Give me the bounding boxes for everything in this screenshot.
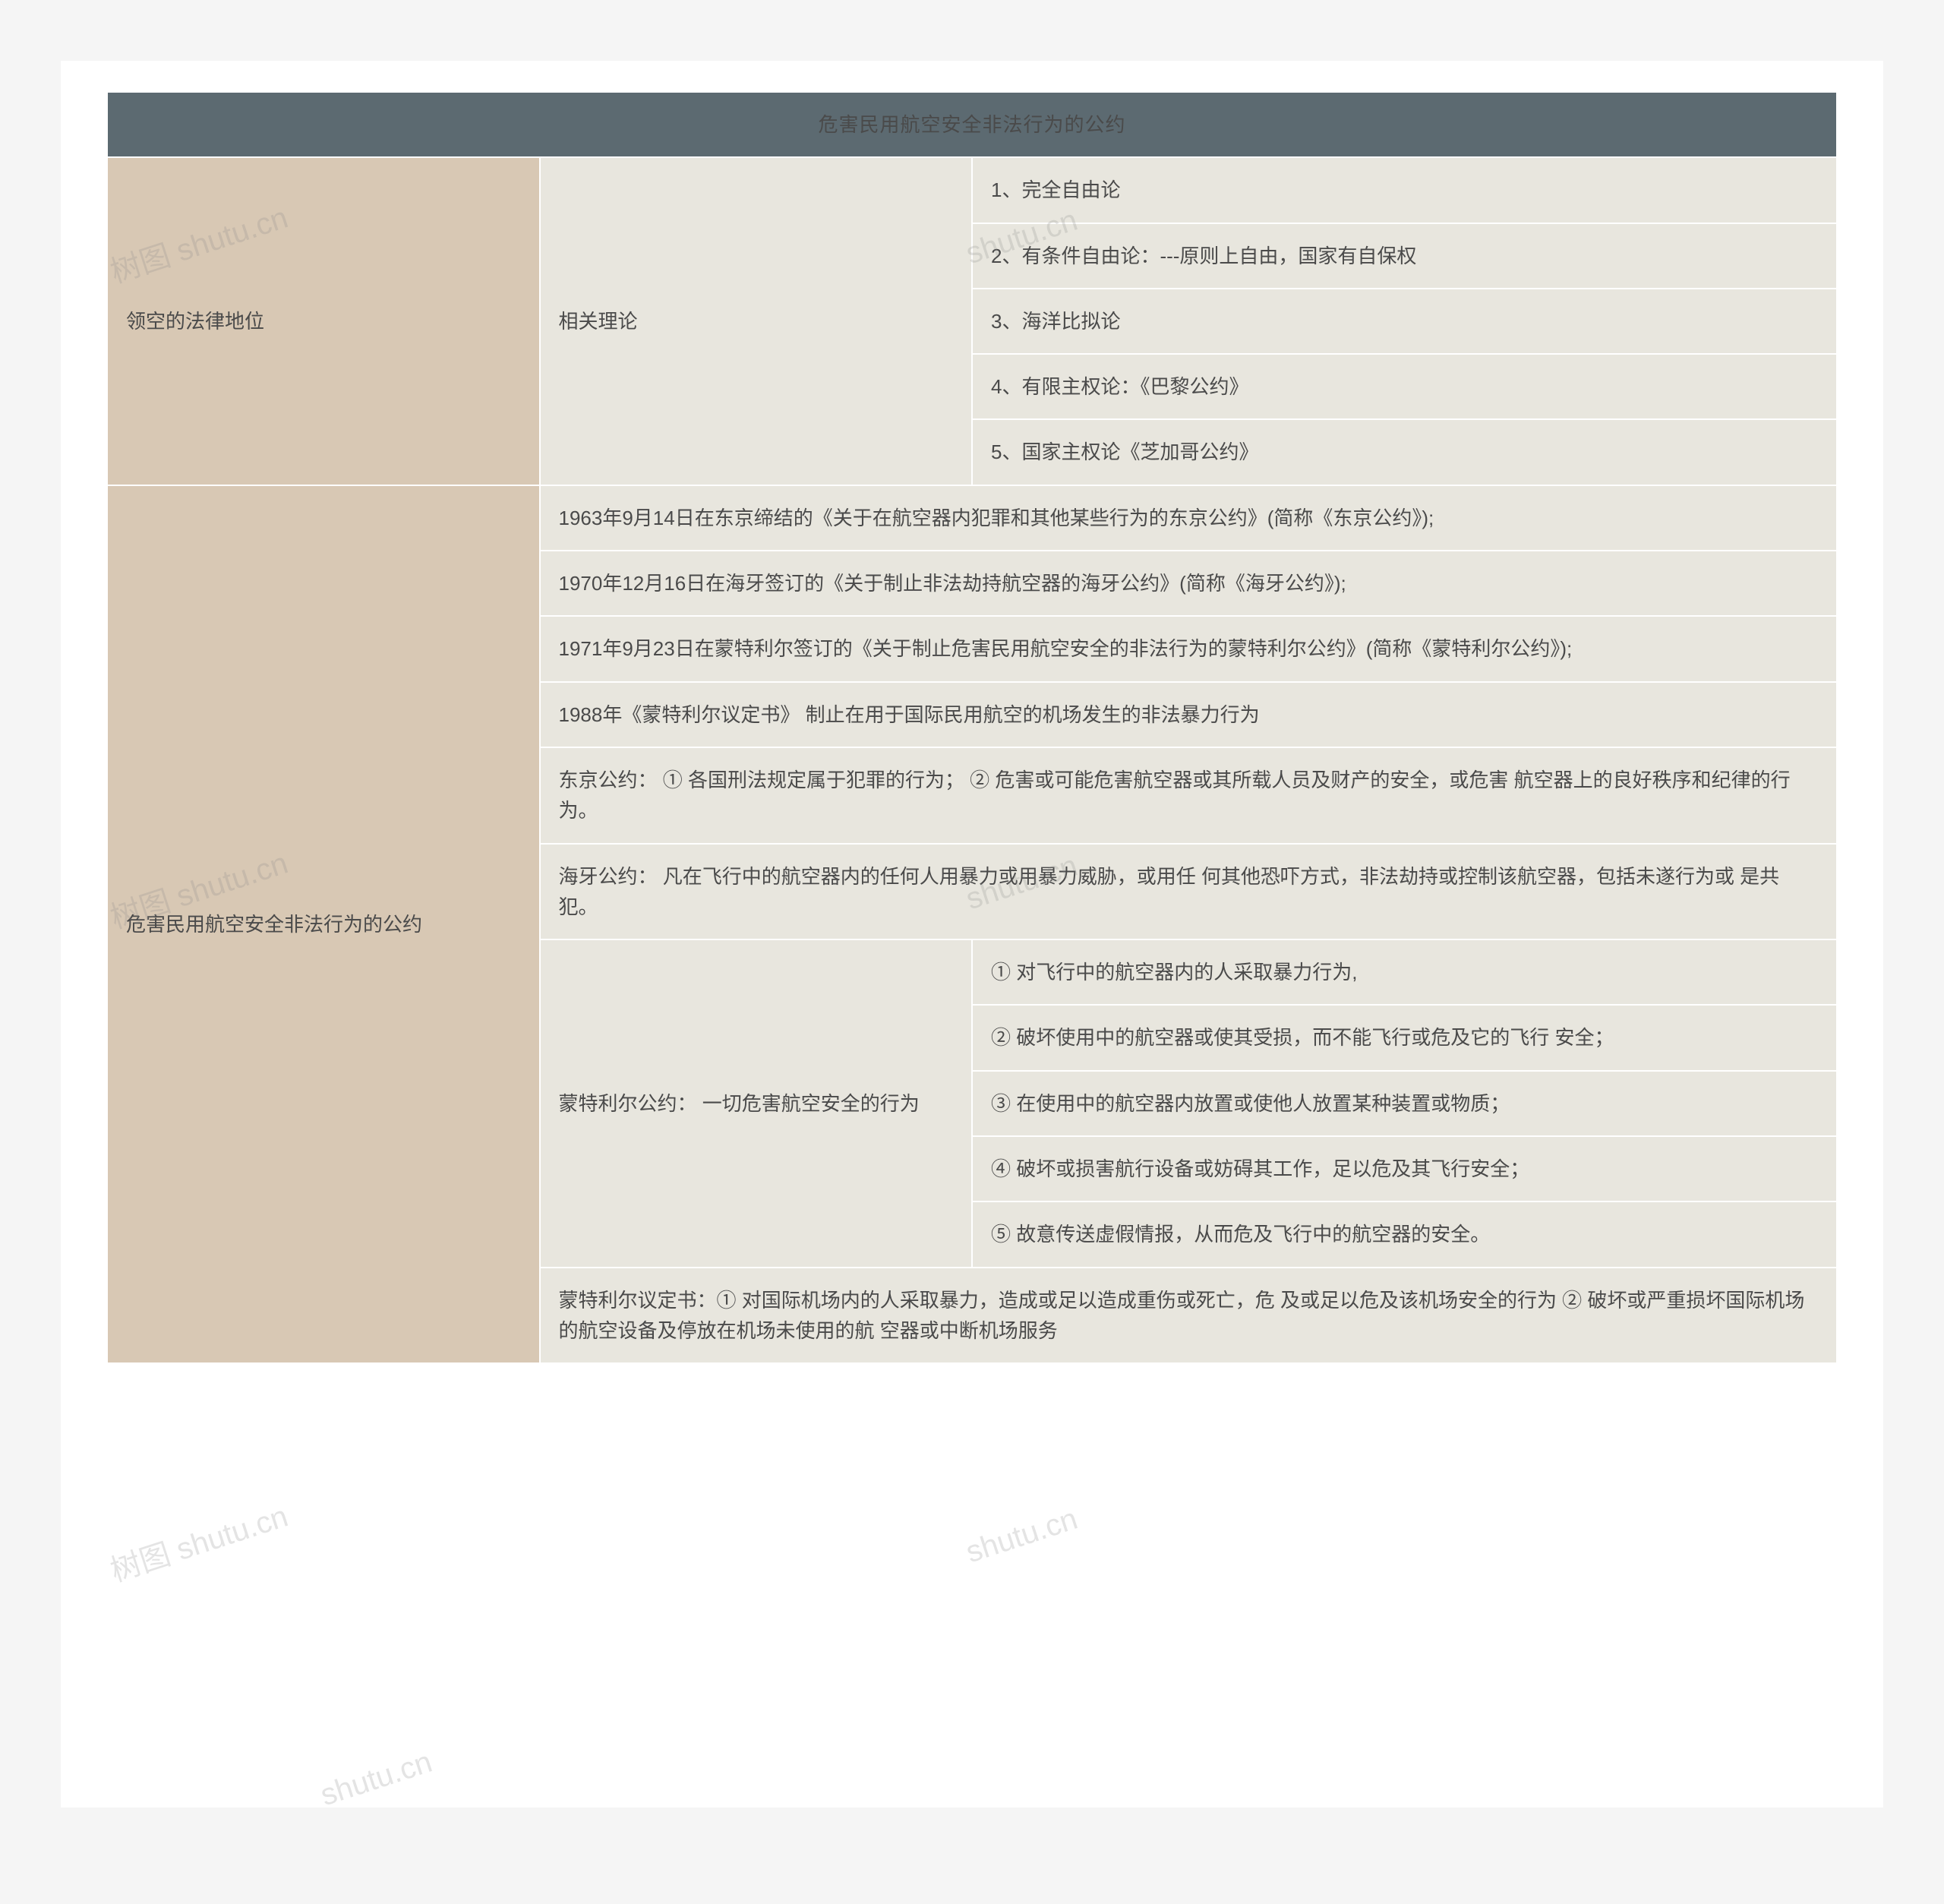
- leaf-cell: ④ 破坏或损害航行设备或妨碍其工作，足以危及其飞行安全；: [972, 1136, 1837, 1201]
- table-header: 危害民用航空安全非法行为的公约: [107, 92, 1837, 157]
- leaf-cell: 3、海洋比拟论: [972, 289, 1837, 354]
- wide-cell: 东京公约： ① 各国刑法规定属于犯罪的行为； ② 危害或可能危害航空器或其所载人…: [540, 747, 1838, 844]
- tree-table: 危害民用航空安全非法行为的公约 领空的法律地位 相关理论 1、完全自由论 2、有…: [106, 91, 1838, 1364]
- section-label-convention: 危害民用航空安全非法行为的公约: [107, 485, 540, 1363]
- section-mid-montreal: 蒙特利尔公约： 一切危害航空安全的行为: [540, 939, 973, 1267]
- wide-cell: 1963年9月14日在东京缔结的《关于在航空器内犯罪和其他某些行为的东京公约》(…: [540, 485, 1838, 551]
- table-row: 危害民用航空安全非法行为的公约: [107, 92, 1837, 157]
- watermark: shutu.cn: [317, 1745, 437, 1814]
- wide-cell: 蒙特利尔议定书：① 对国际机场内的人采取暴力，造成或足以造成重伤或死亡，危 及或…: [540, 1268, 1838, 1364]
- wide-cell: 1988年《蒙特利尔议定书》 制止在用于国际民用航空的机场发生的非法暴力行为: [540, 682, 1838, 747]
- watermark: 树图 shutu.cn: [104, 1492, 292, 1590]
- wide-cell: 1971年9月23日在蒙特利尔签订的《关于制止危害民用航空安全的非法行为的蒙特利…: [540, 616, 1838, 681]
- leaf-cell: ① 对飞行中的航空器内的人采取暴力行为,: [972, 939, 1837, 1005]
- leaf-cell: 1、完全自由论: [972, 157, 1837, 223]
- section-label-airspace: 领空的法律地位: [107, 157, 540, 485]
- section-mid-theory: 相关理论: [540, 157, 973, 485]
- leaf-cell: 4、有限主权论：《巴黎公约》: [972, 354, 1837, 419]
- table-row: 领空的法律地位 相关理论 1、完全自由论: [107, 157, 1837, 223]
- diagram-canvas: 树图 shutu.cn shutu.cn 树图 shutu.cn shutu.c…: [61, 61, 1883, 1808]
- leaf-cell: 2、有条件自由论：---原则上自由，国家有自保权: [972, 223, 1837, 289]
- wide-cell: 海牙公约： 凡在飞行中的航空器内的任何人用暴力或用暴力威胁，或用任 何其他恐吓方…: [540, 844, 1838, 940]
- wide-cell: 1970年12月16日在海牙签订的《关于制止非法劫持航空器的海牙公约》(简称《海…: [540, 551, 1838, 616]
- leaf-cell: ③ 在使用中的航空器内放置或使他人放置某种装置或物质；: [972, 1071, 1837, 1136]
- leaf-cell: ② 破坏使用中的航空器或使其受损，而不能飞行或危及它的飞行 安全；: [972, 1005, 1837, 1070]
- watermark: shutu.cn: [962, 1502, 1082, 1571]
- leaf-cell: ⑤ 故意传送虚假情报，从而危及飞行中的航空器的安全。: [972, 1201, 1837, 1267]
- leaf-cell: 5、国家主权论《芝加哥公约》: [972, 419, 1837, 485]
- table-row: 危害民用航空安全非法行为的公约 1963年9月14日在东京缔结的《关于在航空器内…: [107, 485, 1837, 551]
